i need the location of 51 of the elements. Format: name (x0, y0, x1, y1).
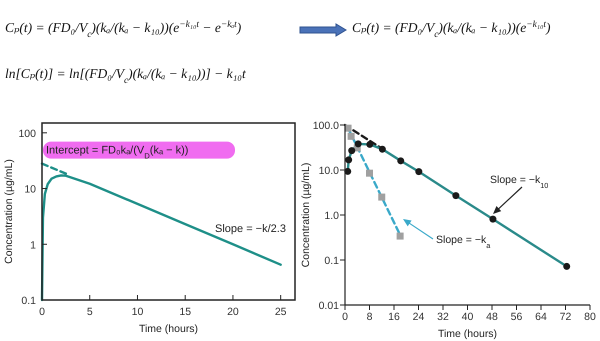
y-tick-label: 0.1 (21, 295, 36, 307)
x-tick-label: 8 (366, 311, 373, 323)
y-tick-label: 10.0 (318, 165, 340, 177)
x-tick-label: 10 (132, 306, 144, 318)
point (489, 216, 496, 223)
point (378, 194, 386, 201)
annotation: Slope = −k/2.3 (215, 223, 286, 235)
text: Cₚ(t) = (FD₀/V$_{c}$)(kₐ/(kₐ − k₁₀))(e$^{−k₁₀t}$) (352, 20, 551, 40)
x-tick-label: 0 (39, 306, 46, 318)
x-axis-title: Time (hours) (438, 328, 498, 340)
y-tick-label: 100.0 (312, 120, 340, 132)
point (366, 170, 373, 177)
point (415, 168, 422, 176)
annotation: Slope = −k$_{10}$ (490, 174, 548, 190)
x-tick-label: 80 (584, 311, 596, 323)
point (348, 147, 356, 154)
y-axis-title: Concentration (µg/mL) (3, 159, 15, 264)
point (378, 146, 386, 153)
y-tick-label: 0.01 (318, 300, 340, 312)
point (345, 156, 352, 164)
x-tick-label: 25 (274, 306, 287, 318)
x-tick-label: 32 (437, 311, 449, 323)
point (452, 192, 460, 200)
x-tick-label: 0 (342, 311, 348, 323)
x-tick-label: 5 (86, 306, 93, 318)
y-tick-label: 100 (18, 128, 36, 140)
point (396, 232, 404, 240)
x-tick-label: 24 (412, 311, 424, 323)
annotation: Slope = −k$_{a}$ (436, 234, 492, 250)
point (348, 132, 355, 140)
text: Cₚ(t) = (FD₀/V$_{c}$)(kₐ/(kₐ − k₁₀))(e$^{−k₁₀t}$ − e$^{−kₐt}$) (5, 20, 242, 40)
annotation: Intercept = FD₀kₐ/(V$_{D}$(kₐ − k)) (46, 144, 188, 160)
point (354, 140, 362, 148)
x-tick-label: 16 (388, 311, 400, 323)
x-tick-label: 15 (179, 306, 192, 318)
x-tick-label: 72 (560, 311, 572, 323)
x-tick-label: 64 (535, 311, 547, 323)
x-axis-title: Time (hours) (138, 323, 198, 335)
y-axis-title: Concentration (µg/mL) (300, 162, 312, 268)
y-tick-label: 1.0 (324, 210, 340, 222)
x-tick-label: 20 (227, 306, 239, 318)
point (366, 140, 374, 148)
y-tick-label: 0.1 (324, 255, 340, 267)
point (563, 262, 570, 270)
x-tick-label: 48 (486, 311, 498, 323)
x-tick-label: 56 (510, 311, 522, 323)
text: ln[Cₚ(t)] = ln[(FD₀/V$_{c}$)(kₐ/(kₐ − k₁₀))] − k₁₀t (5, 66, 247, 86)
x-tick-label: 40 (462, 311, 474, 323)
y-tick-label: 10 (24, 184, 36, 196)
point (397, 157, 404, 164)
y-tick-label: 1 (30, 239, 36, 252)
